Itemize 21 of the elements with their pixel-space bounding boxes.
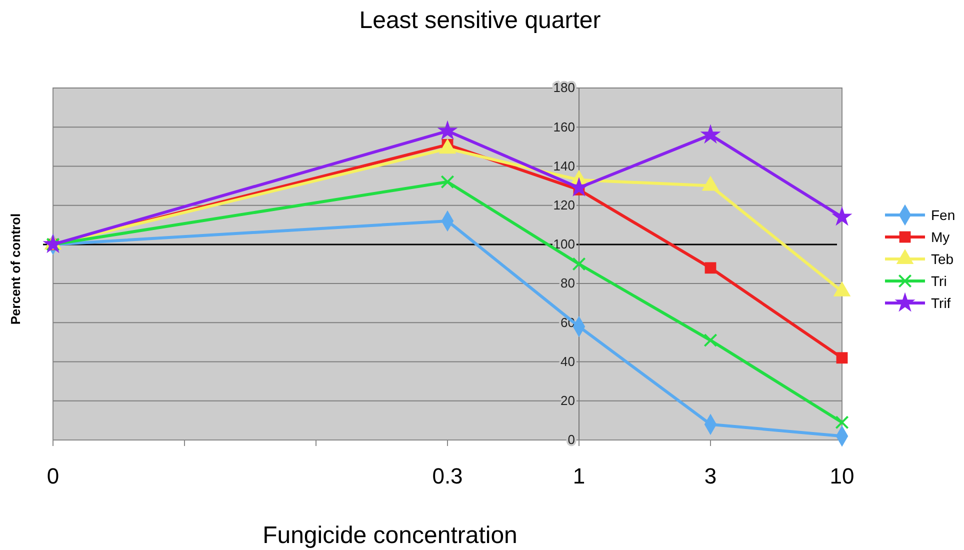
y-tick-label: 180 xyxy=(553,80,575,96)
chart-title: Least sensitive quarter xyxy=(359,7,601,34)
y-tick-label: 20 xyxy=(560,393,575,408)
y-tick-label: 160 xyxy=(553,119,575,134)
legend-label: Trif xyxy=(931,295,951,311)
x-tick-label: 3 xyxy=(704,464,717,489)
x-tick-label: 1 xyxy=(572,464,586,489)
legend-label: Fen xyxy=(931,207,956,223)
y-axis-title: Percent of control xyxy=(8,213,23,325)
legend-label: Tri xyxy=(931,273,947,289)
y-tick-label: 120 xyxy=(553,197,575,212)
legend-label: My xyxy=(931,229,950,245)
y-tick-label: 0 xyxy=(568,432,575,448)
y-tick-label: 40 xyxy=(560,354,575,369)
x-tick-label: 0.3 xyxy=(432,464,463,489)
y-tick-label: 140 xyxy=(553,158,575,174)
x-tick-label: 10 xyxy=(830,464,854,489)
x-axis-title: Fungicide concentration xyxy=(262,522,518,549)
legend-label: Teb xyxy=(931,251,954,267)
y-tick-label: 80 xyxy=(560,276,575,291)
x-tick-label: 0 xyxy=(46,464,60,489)
